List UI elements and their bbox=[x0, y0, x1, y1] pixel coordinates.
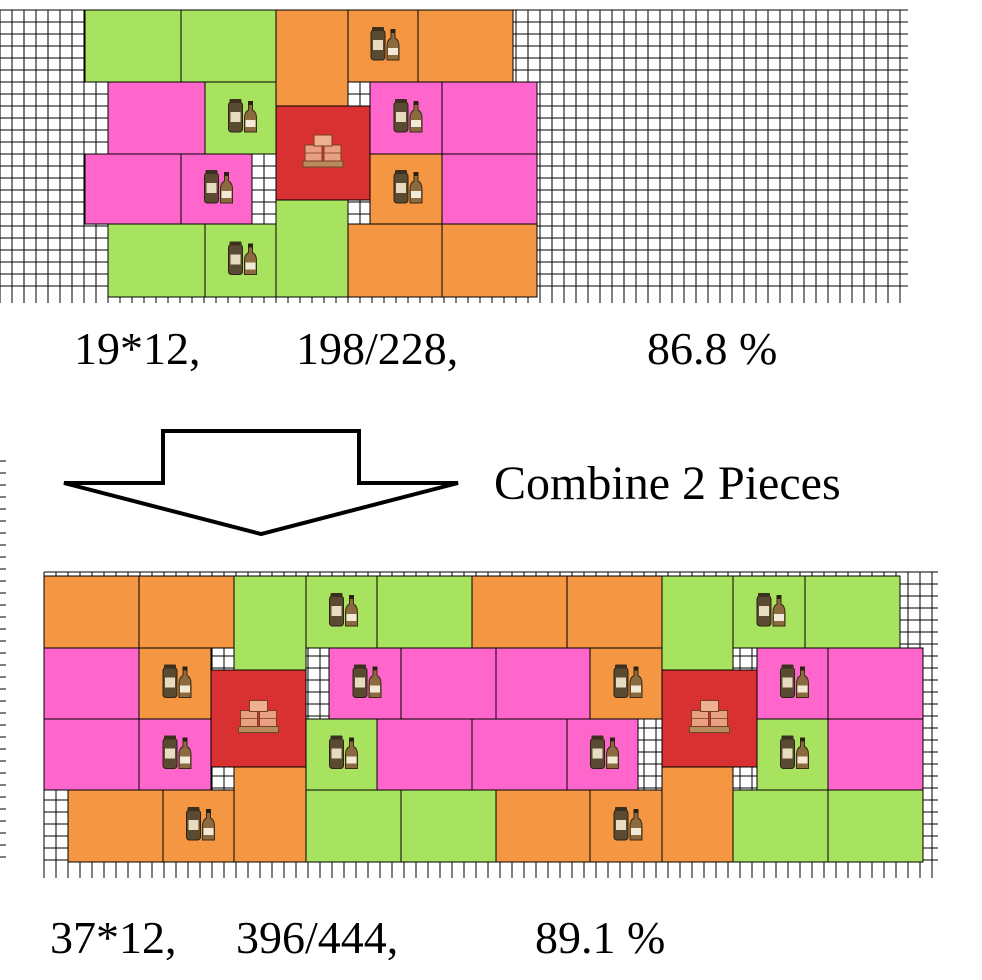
orange-piece bbox=[138, 575, 235, 649]
pink-piece bbox=[827, 718, 924, 791]
green-piece bbox=[827, 789, 924, 863]
orange-piece bbox=[43, 575, 140, 649]
bottle-bundle-icon bbox=[393, 98, 423, 133]
pink-piece bbox=[43, 647, 140, 720]
green-piece bbox=[376, 575, 473, 649]
orange-piece bbox=[233, 766, 307, 863]
orange-piece bbox=[471, 575, 568, 649]
down-arrow-icon bbox=[63, 429, 459, 537]
pink-piece bbox=[400, 647, 497, 720]
pink-piece bbox=[43, 718, 140, 791]
bottom-fill-label: 396/444, bbox=[236, 912, 399, 963]
pink-piece bbox=[376, 718, 473, 791]
bottom-percent-label: 89.1 % bbox=[535, 912, 666, 963]
bottle-bundle-icon bbox=[590, 735, 619, 769]
bottle-bundle-icon bbox=[780, 735, 809, 769]
green-piece bbox=[84, 9, 182, 83]
pink-piece bbox=[107, 81, 206, 155]
bottle-bundle-icon bbox=[329, 592, 358, 627]
green-piece bbox=[400, 789, 497, 863]
pink-piece bbox=[827, 647, 924, 720]
top-dims-label: 19*12, bbox=[74, 323, 201, 374]
bottle-bundle-icon bbox=[370, 26, 400, 61]
bottle-bundle-icon bbox=[780, 664, 809, 698]
bottle-bundle-icon bbox=[228, 241, 257, 275]
bottle-bundle-icon bbox=[613, 806, 643, 841]
green-piece bbox=[107, 223, 206, 298]
orange-piece bbox=[661, 766, 734, 863]
bottle-bundle-icon bbox=[393, 169, 423, 204]
orange-piece bbox=[495, 789, 591, 863]
pink-piece bbox=[441, 153, 538, 225]
green-piece bbox=[275, 199, 349, 298]
bottle-bundle-icon bbox=[228, 98, 257, 133]
green-piece bbox=[233, 575, 307, 671]
bottle-bundle-icon bbox=[162, 735, 192, 769]
bottle-bundle-icon bbox=[204, 169, 233, 204]
bottle-bundle-icon bbox=[162, 664, 192, 698]
bottle-bundle-icon bbox=[186, 806, 215, 841]
green-piece bbox=[180, 9, 277, 83]
pink-piece bbox=[471, 718, 568, 791]
top-percent-label: 86.8 % bbox=[647, 323, 778, 374]
pink-piece bbox=[441, 81, 538, 155]
red-piece bbox=[661, 669, 758, 768]
green-piece bbox=[305, 789, 402, 863]
red-piece bbox=[275, 105, 371, 201]
bottom-dims-label: 37*12, bbox=[50, 912, 177, 963]
top-pieces bbox=[84, 9, 538, 298]
orange-piece bbox=[566, 575, 663, 649]
bottle-bundle-icon bbox=[756, 592, 786, 627]
red-piece bbox=[210, 669, 307, 768]
pink-piece bbox=[495, 647, 591, 720]
top-fill-label: 198/228, bbox=[296, 323, 459, 374]
bottom-pieces bbox=[43, 575, 924, 863]
orange-piece bbox=[275, 9, 349, 107]
orange-piece bbox=[417, 9, 514, 83]
bottle-bundle-icon bbox=[613, 664, 643, 698]
combine-label: Combine 2 Pieces bbox=[494, 457, 841, 510]
bottle-bundle-icon bbox=[352, 664, 382, 698]
orange-piece bbox=[347, 223, 443, 298]
pink-piece bbox=[84, 153, 182, 225]
bottle-bundle-icon bbox=[329, 735, 358, 769]
orange-piece bbox=[67, 789, 164, 863]
green-piece bbox=[732, 789, 829, 863]
orange-piece bbox=[441, 223, 538, 298]
green-piece bbox=[661, 575, 734, 671]
green-piece bbox=[804, 575, 901, 649]
